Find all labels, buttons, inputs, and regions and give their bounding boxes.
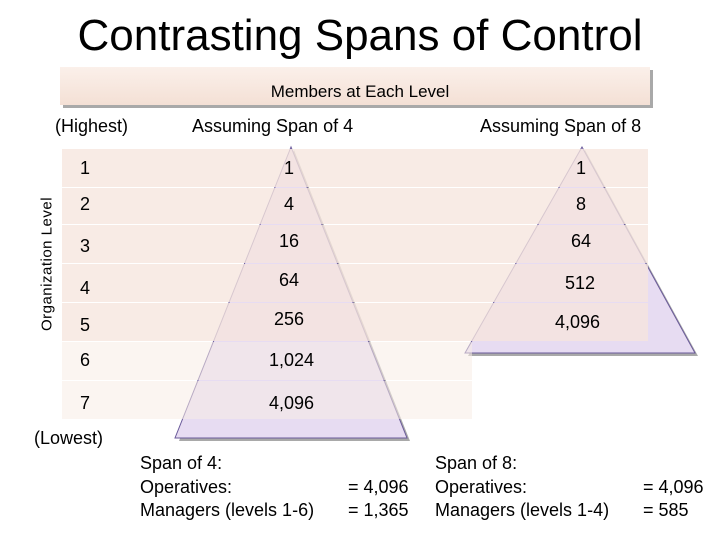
span4-value-7: 4,096	[269, 393, 315, 413]
level-number-3: 3	[80, 236, 91, 256]
level-band-5	[62, 303, 648, 341]
span4-value-2: 4	[284, 194, 295, 214]
span4-managers-label: Managers (levels 1-6)	[140, 500, 315, 520]
level-band-7	[62, 381, 472, 419]
level-number-7: 7	[80, 393, 91, 413]
span4-value-1: 1	[284, 158, 295, 178]
span4-operatives-label: Operatives:	[140, 477, 233, 497]
level-number-2: 2	[80, 194, 91, 214]
level-band-6	[62, 342, 472, 380]
span8-operatives-label: Operatives:	[435, 477, 528, 497]
level-number-1: 1	[80, 158, 91, 178]
lowest-label: (Lowest)	[34, 428, 104, 448]
span4-managers-value: = 1,365	[348, 500, 409, 520]
members-banner-label: Members at Each Level	[270, 82, 450, 101]
span4-value-5: 256	[274, 309, 305, 329]
level-band-3	[62, 225, 648, 263]
span8-managers-value: = 585	[643, 500, 689, 520]
level-number-4: 4	[80, 278, 91, 298]
level-band-2	[62, 188, 648, 224]
span8-value-1: 1	[576, 158, 587, 178]
page-title: Contrasting Spans of Control	[77, 11, 643, 60]
span4-value-6: 1,024	[269, 350, 315, 370]
span4-header: Assuming Span of 4	[192, 116, 354, 136]
span8-value-3: 64	[571, 231, 592, 251]
level-band-1	[62, 149, 648, 187]
span8-value-2: 8	[576, 194, 587, 214]
members-banner	[60, 67, 650, 105]
span4-operatives-value: = 4,096	[348, 477, 409, 497]
span8-managers-label: Managers (levels 1-4)	[435, 500, 610, 520]
level-number-6: 6	[80, 350, 91, 370]
span4-value-4: 64	[279, 270, 300, 290]
span8-header: Assuming Span of 8	[480, 116, 642, 136]
span8-operatives-value: = 4,096	[643, 477, 704, 497]
span4-value-3: 16	[279, 231, 300, 251]
level-number-5: 5	[80, 315, 91, 335]
highest-label: (Highest)	[55, 116, 129, 136]
span8-value-4: 512	[565, 273, 596, 293]
span8-summary-heading: Span of 8:	[435, 453, 518, 473]
span8-value-5: 4,096	[555, 312, 601, 332]
level-band-4	[62, 264, 648, 302]
span4-summary-heading: Span of 4:	[140, 453, 223, 473]
